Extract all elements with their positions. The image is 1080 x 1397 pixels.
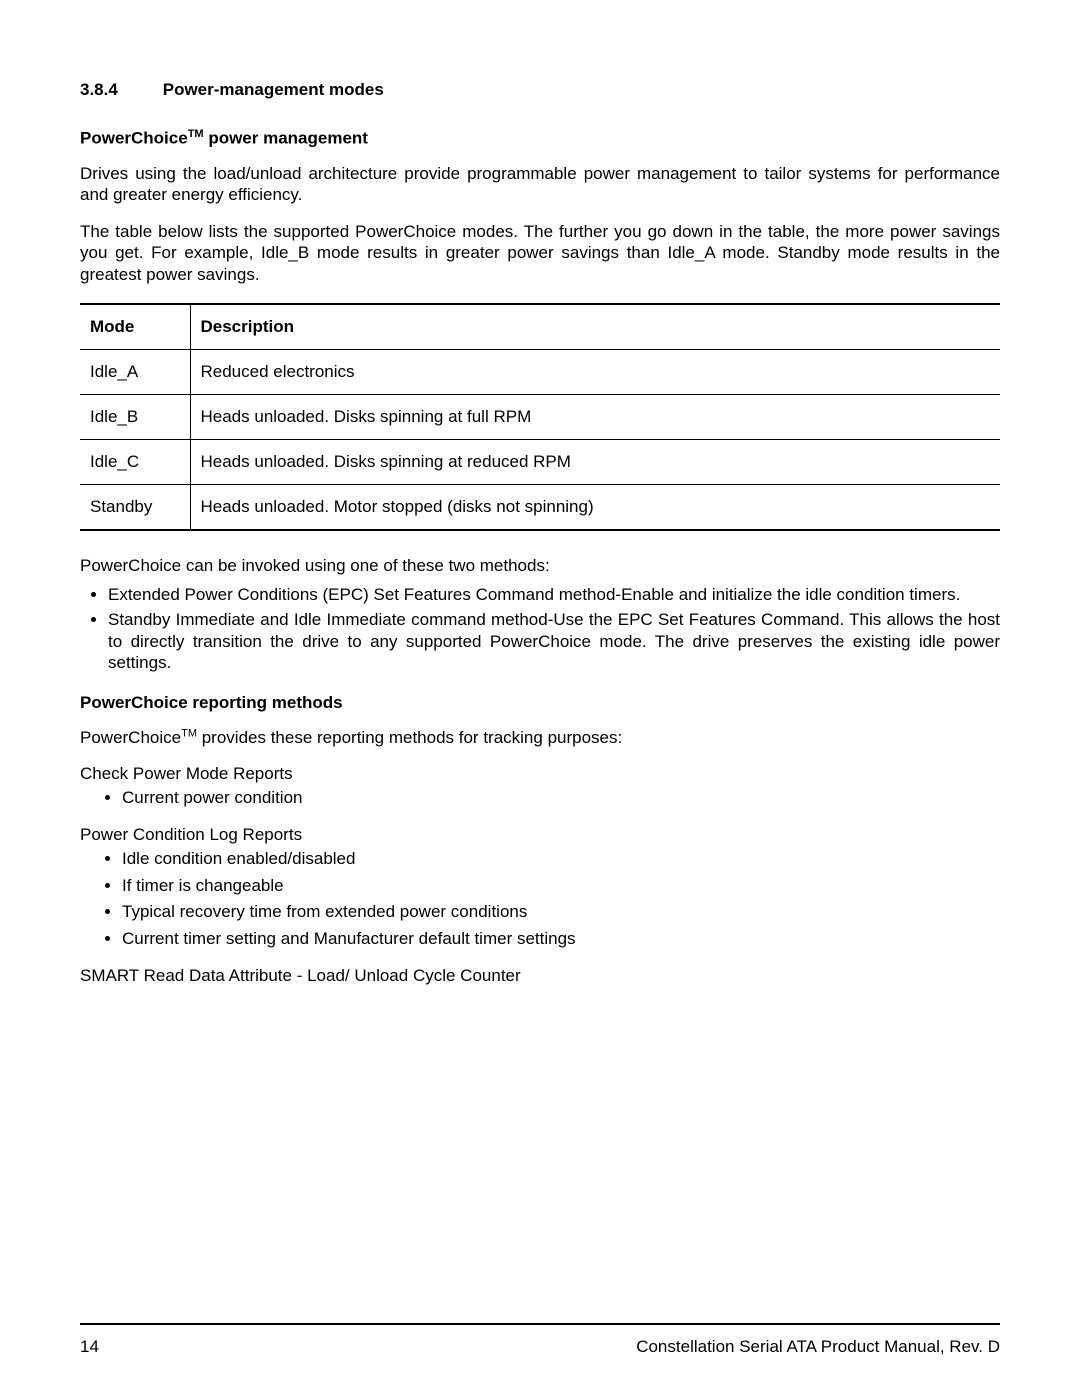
reporting-heading: PowerChoice reporting methods [80,693,1000,713]
list-item: Extended Power Conditions (EPC) Set Feat… [108,584,1000,605]
powerchoice-heading-suffix: power management [204,129,368,148]
list-item: Current timer setting and Manufacturer d… [122,927,1000,952]
para4-suffix: provides these reporting methods for tra… [197,728,622,747]
table-row: Standby Heads unloaded. Motor stopped (d… [80,484,1000,530]
paragraph-4: PowerChoiceTM provides these reporting m… [80,727,1000,748]
log-reports-list: Idle condition enabled/disabled If timer… [80,847,1000,952]
footer-title: Constellation Serial ATA Product Manual,… [636,1337,1000,1357]
table-col-description: Description [190,304,1000,350]
page: 3.8.4 Power-management modes PowerChoice… [0,0,1080,1397]
table-row: Idle_C Heads unloaded. Disks spinning at… [80,439,1000,484]
powerchoice-heading: PowerChoiceTM power management [80,128,1000,149]
check-reports-title: Check Power Mode Reports [80,764,1000,784]
trademark-symbol: TM [188,128,204,140]
paragraph-3: PowerChoice can be invoked using one of … [80,555,1000,576]
check-reports-list: Current power condition [80,786,1000,811]
table-cell-mode: Idle_C [80,439,190,484]
table-cell-desc: Heads unloaded. Disks spinning at full R… [190,394,1000,439]
smart-attribute-line: SMART Read Data Attribute - Load/ Unload… [80,966,1000,986]
section-heading: 3.8.4 Power-management modes [80,80,1000,100]
list-item: Idle condition enabled/disabled [122,847,1000,872]
table-col-mode: Mode [80,304,190,350]
trademark-symbol: TM [181,728,197,740]
table-cell-mode: Idle_B [80,394,190,439]
list-item: If timer is changeable [122,874,1000,899]
table-cell-desc: Heads unloaded. Motor stopped (disks not… [190,484,1000,530]
log-reports-title: Power Condition Log Reports [80,825,1000,845]
modes-table: Mode Description Idle_A Reduced electron… [80,303,1000,531]
table-cell-desc: Reduced electronics [190,349,1000,394]
list-item: Standby Immediate and Idle Immediate com… [108,609,1000,673]
paragraph-1: Drives using the load/unload architectur… [80,163,1000,206]
para4-prefix: PowerChoice [80,728,181,747]
paragraph-2: The table below lists the supported Powe… [80,221,1000,285]
powerchoice-heading-prefix: PowerChoice [80,129,188,148]
table-cell-mode: Idle_A [80,349,190,394]
list-item: Current power condition [122,786,1000,811]
page-number: 14 [80,1337,99,1357]
table-cell-desc: Heads unloaded. Disks spinning at reduce… [190,439,1000,484]
table-row: Idle_A Reduced electronics [80,349,1000,394]
table-header-row: Mode Description [80,304,1000,350]
table-row: Idle_B Heads unloaded. Disks spinning at… [80,394,1000,439]
list-item: Typical recovery time from extended powe… [122,900,1000,925]
page-footer: 14 Constellation Serial ATA Product Manu… [80,1323,1000,1357]
section-number: 3.8.4 [80,80,158,100]
table-cell-mode: Standby [80,484,190,530]
invoke-methods-list: Extended Power Conditions (EPC) Set Feat… [80,584,1000,673]
section-title: Power-management modes [163,80,384,99]
